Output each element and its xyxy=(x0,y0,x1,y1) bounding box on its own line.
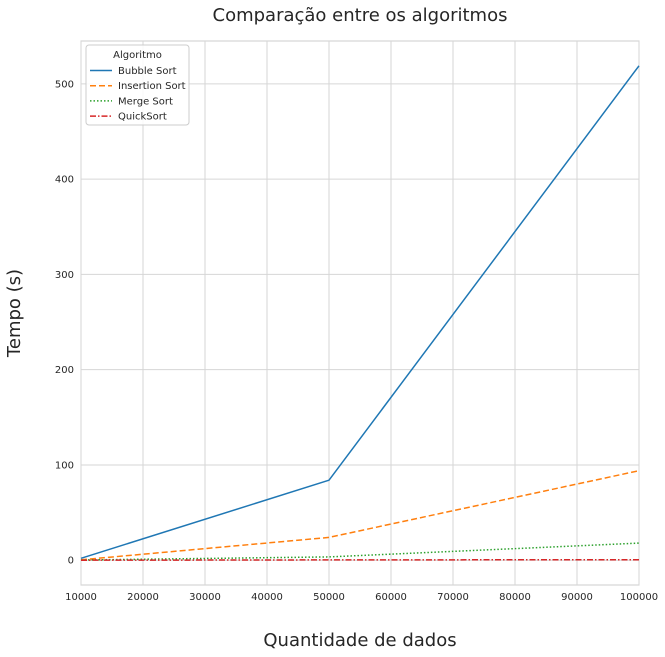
x-tick-label: 90000 xyxy=(561,592,593,603)
x-tick-labels: 10000 20000 30000 40000 50000 60000 70000 80000… xyxy=(65,592,658,603)
x-tick-label: 50000 xyxy=(313,592,345,603)
y-tick-label: 400 xyxy=(55,175,74,186)
x-tick-label: 70000 xyxy=(437,592,469,603)
grid-lines xyxy=(80,41,640,585)
legend-entry: QuickSort xyxy=(118,112,167,123)
x-tick-label: 100000 xyxy=(620,592,658,603)
legend-title: Algoritmo xyxy=(113,50,162,61)
series-line-bubble-sort xyxy=(80,65,640,560)
legend: Algoritmo Bubble Sort Insertion Sort Merge … xyxy=(85,44,190,126)
x-axis-label: Quantidade de dados xyxy=(263,630,456,651)
x-tick-label: 30000 xyxy=(189,592,221,603)
x-tick-label: 10000 xyxy=(65,592,97,603)
y-tick-label: 500 xyxy=(55,79,74,90)
y-tick-label: 100 xyxy=(55,460,74,471)
series-line-quicksort xyxy=(80,558,640,561)
x-tick-label: 80000 xyxy=(499,592,531,603)
plot-area xyxy=(80,40,640,586)
y-tick-labels: 0 100 200 300 400 500 xyxy=(55,79,74,566)
y-tick-label: 200 xyxy=(55,365,74,376)
series-lines xyxy=(80,65,640,561)
y-tick-label: 300 xyxy=(55,270,74,281)
legend-entry: Insertion Sort xyxy=(118,81,186,92)
x-tick-label: 20000 xyxy=(127,592,159,603)
chart-title: Comparação entre os algoritmos xyxy=(213,5,508,26)
y-tick-label: 0 xyxy=(68,556,74,567)
series-line-insertion-sort xyxy=(80,469,640,561)
x-tick-label: 60000 xyxy=(375,592,407,603)
y-axis-label: Tempo (s) xyxy=(4,269,25,358)
legend-box xyxy=(85,44,190,126)
plot-border xyxy=(80,40,640,586)
x-tick-label: 40000 xyxy=(251,592,283,603)
legend-entry: Bubble Sort xyxy=(118,66,177,77)
legend-entry: Merge Sort xyxy=(118,96,173,107)
